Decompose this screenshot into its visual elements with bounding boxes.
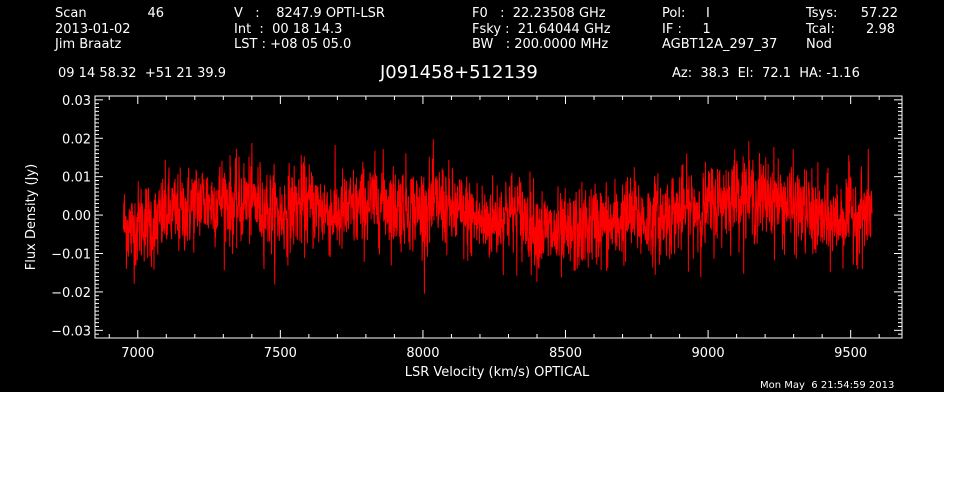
- plot-timestamp: Mon May 6 21:54:59 2013: [760, 380, 895, 391]
- observer-name: Jim Braatz: [55, 37, 122, 52]
- switching-mode: Nod: [806, 37, 832, 52]
- y-tick-label: −0.03: [51, 324, 91, 339]
- y-tick-label: 0.01: [62, 171, 91, 186]
- pointing-info: Az: 38.3 El: 72.1 HA: -1.16: [672, 66, 860, 81]
- scan-number: 46: [147, 6, 164, 21]
- bandwidth-line: BW : 200.0000 MHz: [472, 37, 609, 52]
- x-tick-label: 7000: [121, 346, 154, 361]
- scan-label: Scan: [55, 6, 87, 21]
- y-tick-label: −0.02: [51, 286, 91, 301]
- tsys-label: Tsys:: [806, 6, 838, 21]
- polarization-line: Pol: I: [662, 6, 710, 21]
- integration-line: Int : 00 18 14.3: [234, 22, 343, 37]
- y-tick-label: −0.01: [51, 247, 91, 262]
- tsys-value: 57.22: [860, 6, 898, 21]
- x-tick-label: 8000: [406, 346, 439, 361]
- y-tick-label: 0.03: [62, 94, 91, 109]
- y-tick-label: 0.00: [62, 209, 91, 224]
- tcal-label: Tcal:: [806, 22, 835, 37]
- project-id: AGBT12A_297_37: [662, 37, 778, 52]
- spectrum-chart: 7000 7500 8000 8500 9000 9500 −0.03 −0.02 −0.01 0…: [24, 94, 903, 380]
- y-tick-label: 0.02: [62, 132, 91, 147]
- if-line: IF : 1: [662, 22, 711, 37]
- sky-frequency-line: Fsky : 21.64044 GHz: [472, 22, 611, 37]
- x-tick-label: 8500: [549, 346, 582, 361]
- tcal-value: 2.98: [866, 22, 895, 37]
- spectrum-line: [123, 139, 873, 294]
- x-axis-label: LSR Velocity (km/s) OPTICAL: [405, 365, 590, 380]
- x-tick-label: 9000: [692, 346, 725, 361]
- lst-line: LST : +08 05 05.0: [234, 37, 352, 52]
- plot-panel: Scan 46 2013-01-02 Jim Braatz V : 8247.9…: [0, 0, 944, 392]
- y-axis-label: Flux Density (Jy): [24, 164, 39, 270]
- velocity-line: V : 8247.9 OPTI-LSR: [234, 6, 385, 21]
- source-name: J091458+512139: [380, 62, 538, 83]
- plot-frame: [94, 95, 903, 339]
- rest-frequency-line: F0 : 22.23508 GHz: [472, 6, 606, 21]
- spectrum-trace-layer: [123, 139, 873, 294]
- axis-layer: 7000 7500 8000 8500 9000 9500 −0.03 −0.02 −0.01 0…: [51, 94, 902, 361]
- x-tick-label: 7500: [264, 346, 297, 361]
- x-tick-label: 9500: [834, 346, 867, 361]
- observation-date: 2013-01-02: [55, 22, 131, 37]
- source-coordinates: 09 14 58.32 +51 21 39.9: [58, 66, 227, 81]
